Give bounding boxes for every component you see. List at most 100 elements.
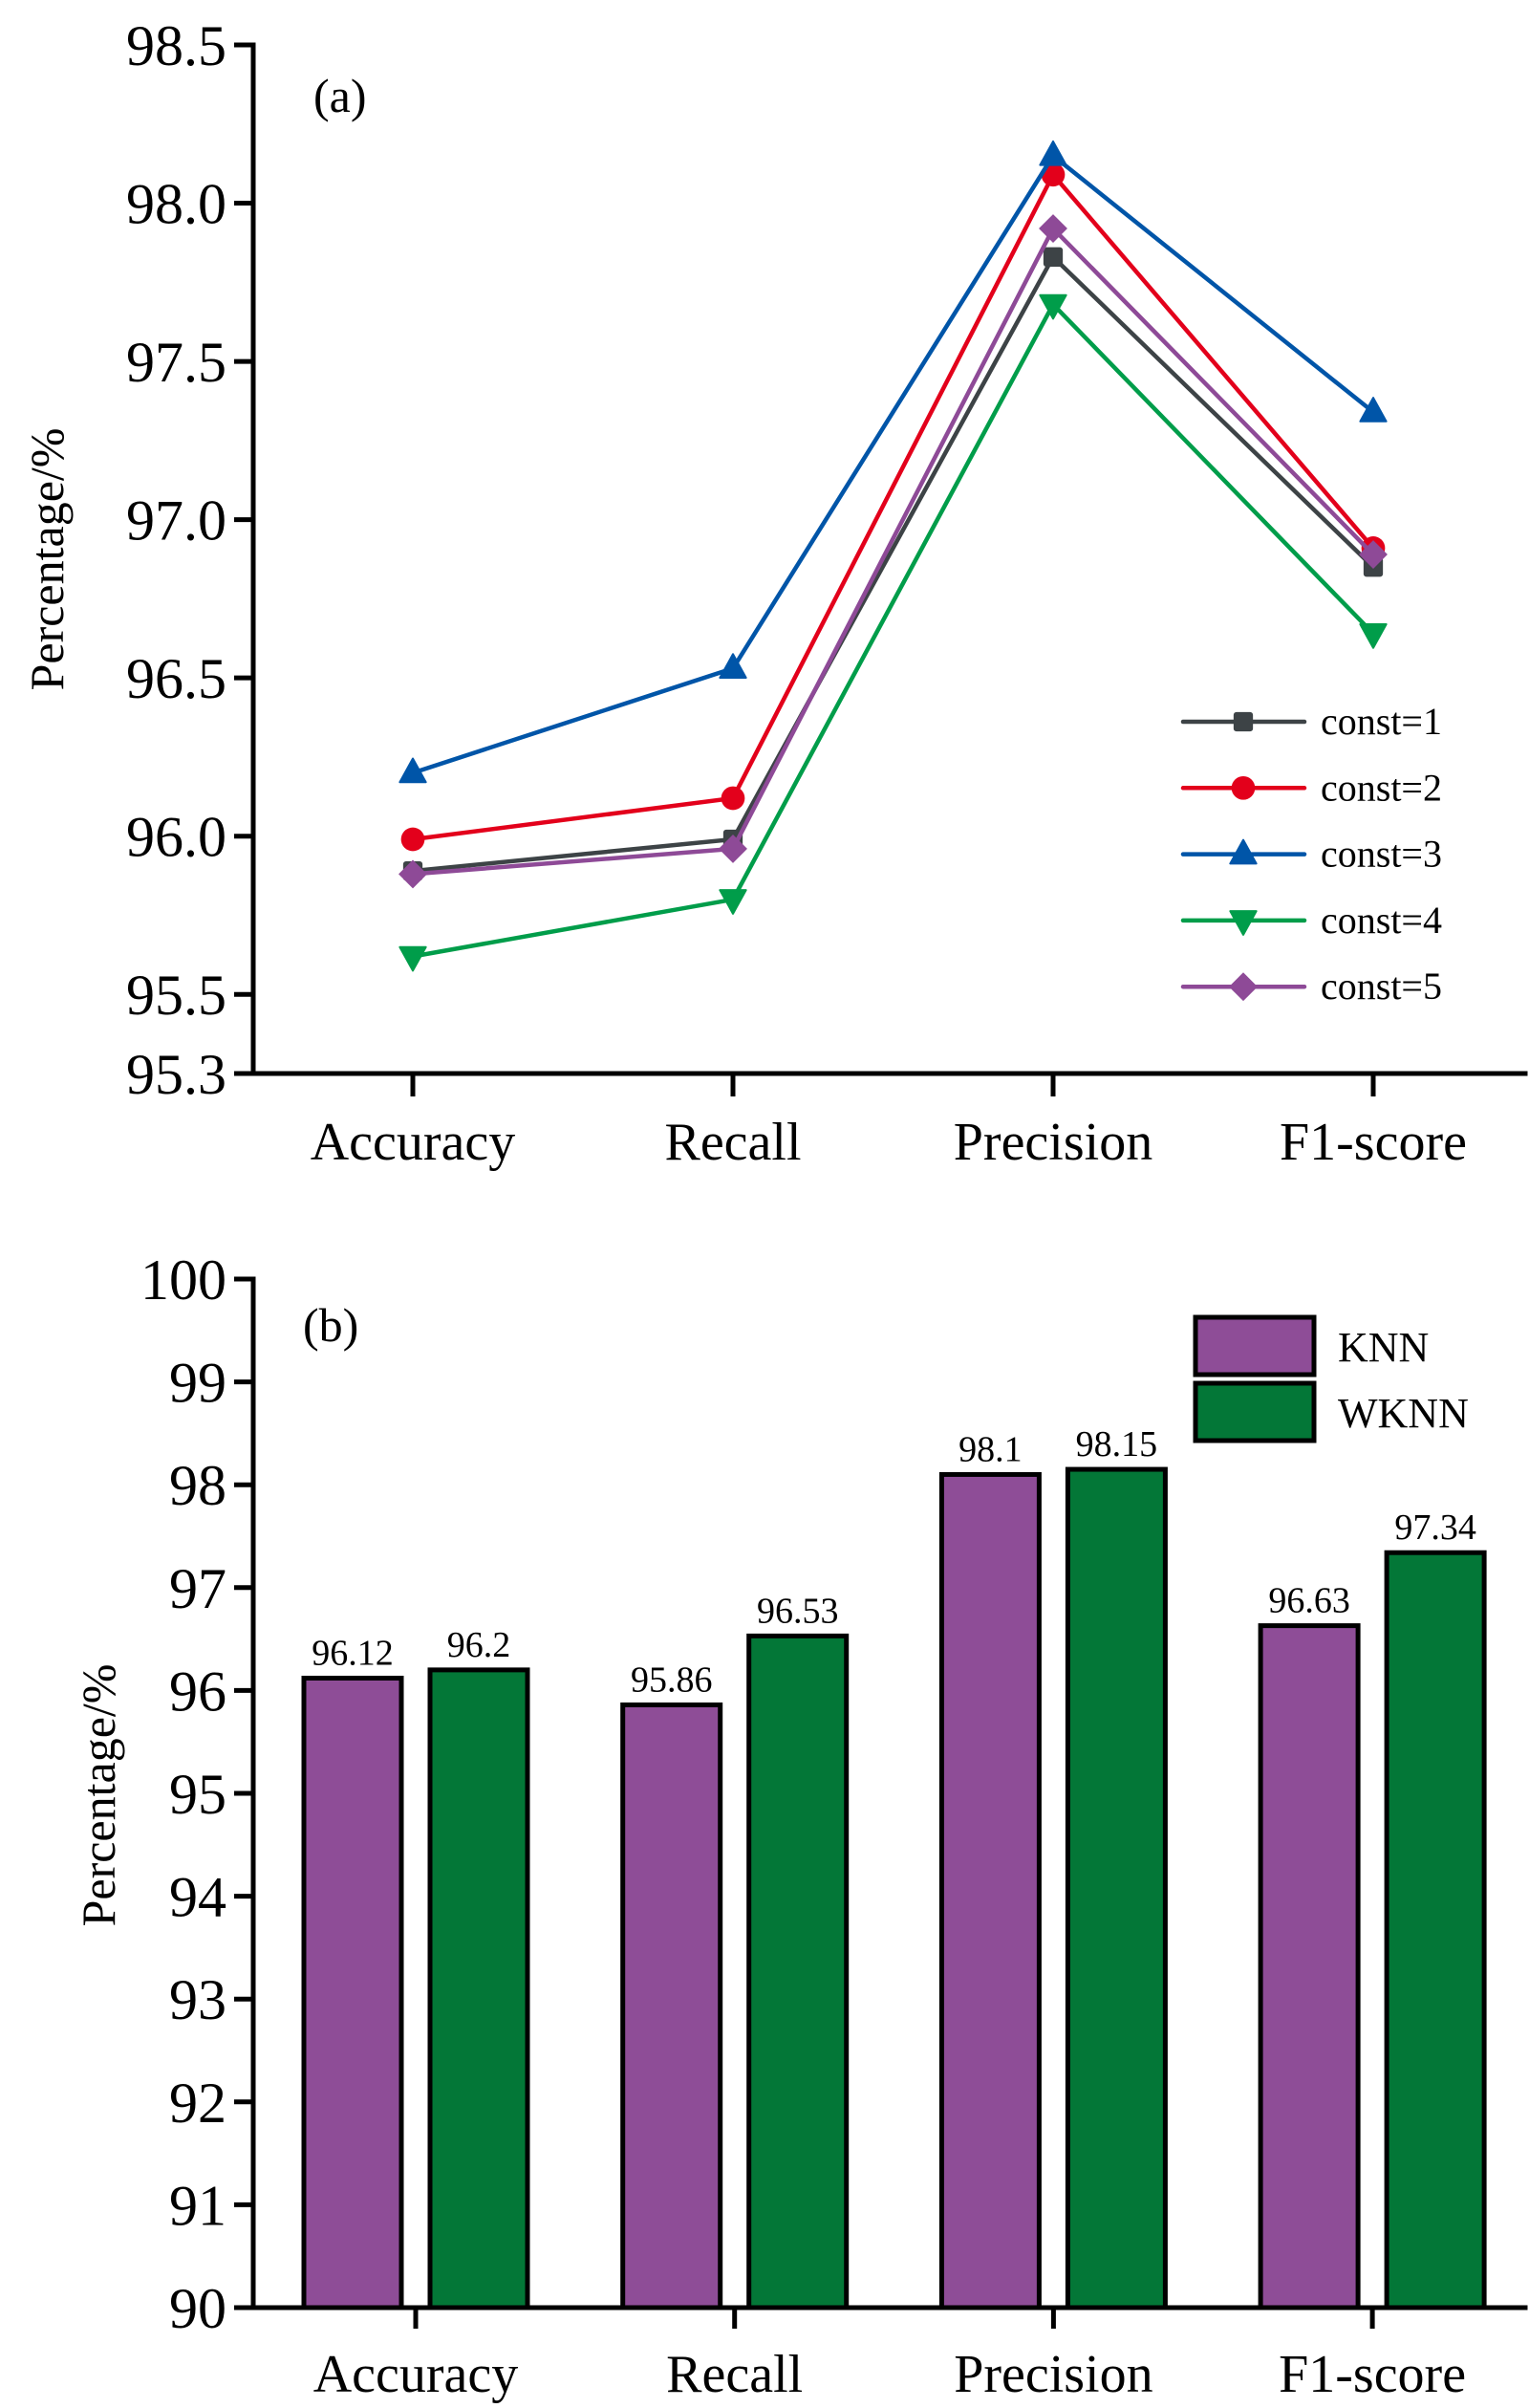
legend-marker-circle — [1231, 775, 1256, 800]
data-point-const-3-recall — [719, 653, 747, 679]
y-tick-label: 96.0 — [126, 806, 226, 869]
panel-a-label: (a) — [313, 69, 367, 122]
data-point-const-3-accuracy — [398, 757, 427, 784]
legend-label: const=2 — [1321, 766, 1442, 809]
panel-b-bars: 96.12 95.86 98.1 96.63 96.2 96.53 98.15 97.34 — [301, 1424, 1487, 2310]
legend-marker-diamond — [1229, 972, 1258, 1002]
bar-value-label: 98.1 — [958, 1429, 1023, 1469]
data-point-const-5-recall — [719, 834, 747, 863]
x-tick-label-accuracy: Accuracy — [313, 2345, 519, 2404]
legend-item-const-5: const=5 — [1180, 965, 1442, 1008]
y-tick-label: 92 — [169, 2072, 226, 2135]
panel-a-line-chart: (a) Percentage/% 98.5 98.0 97.5 97.0 96.5 96.… — [20, 14, 1528, 1172]
y-tick-label: 100 — [140, 1248, 226, 1312]
series-line-const-2 — [412, 172, 1375, 842]
x-tick-label-recall: Recall — [664, 1113, 801, 1172]
y-tick-label: 98 — [169, 1454, 226, 1517]
legend-item-const-4: const=4 — [1180, 899, 1442, 942]
x-tick-label-recall: Recall — [666, 2345, 803, 2404]
series-line-const-3 — [412, 153, 1375, 775]
y-tick-label: 98.0 — [126, 173, 226, 236]
legend-swatch — [1193, 1380, 1317, 1443]
legend-label: const=1 — [1321, 700, 1442, 743]
series-const-5 — [398, 214, 1388, 889]
x-tick-label-precision: Precision — [954, 1113, 1152, 1172]
panel-b-y-ticks: 100 99 98 97 96 95 94 93 92 91 90 — [140, 1248, 253, 2340]
legend-item-const-3: const=3 — [1180, 833, 1442, 876]
series-const-4 — [398, 293, 1388, 972]
data-point-const-1-precision — [1043, 247, 1064, 267]
panel-a-y-ticks: 98.5 98.0 97.5 97.0 96.5 96.0 95.5 95.3 — [126, 14, 253, 1106]
panel-a-y-axis-label: Percentage/% — [20, 428, 74, 691]
data-point-const-5-accuracy — [398, 859, 427, 889]
bar-value-label: 96.12 — [312, 1633, 394, 1673]
bar-value-label: 96.2 — [447, 1625, 511, 1665]
x-tick-label-f1-score: F1-score — [1279, 2345, 1466, 2404]
series-const-3 — [398, 140, 1388, 784]
series-const-2 — [400, 163, 1386, 852]
data-point-const-4-precision — [1039, 293, 1067, 320]
panel-b-x-ticks: Accuracy Recall Precision F1-score — [313, 2308, 1466, 2404]
bar-wknn-f1-score — [1384, 1550, 1487, 2310]
legend-item-const-2: const=2 — [1180, 766, 1442, 809]
y-tick-label: 97.0 — [126, 489, 226, 553]
data-point-const-4-accuracy — [398, 945, 427, 972]
panel-b-bar-chart: (b) Percentage/% 100 99 98 97 96 95 94 93 92 91 90… — [72, 1248, 1528, 2404]
legend-item-const-1: const=1 — [1180, 700, 1442, 743]
y-tick-label: 96 — [169, 1660, 226, 1723]
legend-label: const=3 — [1321, 833, 1442, 876]
x-tick-label-f1-score: F1-score — [1280, 1113, 1467, 1172]
data-point-const-2-accuracy — [400, 827, 425, 852]
bar-value-label: 96.63 — [1268, 1581, 1350, 1621]
legend-label: const=4 — [1321, 899, 1442, 942]
legend-marker-triangle-down — [1229, 910, 1258, 936]
y-tick-label: 97.5 — [126, 331, 226, 394]
y-tick-label: 99 — [169, 1352, 226, 1415]
bar-knn-f1-score — [1258, 1623, 1361, 2310]
y-tick-label: 97 — [169, 1557, 226, 1620]
data-point-const-5-f1-score — [1359, 540, 1388, 569]
data-point-const-4-recall — [719, 889, 747, 915]
x-tick-label-precision: Precision — [954, 2345, 1152, 2404]
legend-marker-square — [1233, 711, 1254, 732]
legend-item-wknn: WKNN — [1193, 1380, 1469, 1443]
legend-label: const=5 — [1321, 965, 1442, 1008]
panel-b-legend: KNN WKNN — [1193, 1314, 1469, 1443]
bar-wknn-precision — [1065, 1466, 1168, 2310]
bar-knn-accuracy — [301, 1675, 404, 2310]
legend-label: WKNN — [1338, 1390, 1469, 1437]
panel-a-series — [398, 140, 1388, 972]
y-tick-label: 91 — [169, 2174, 226, 2237]
x-tick-label-accuracy: Accuracy — [311, 1113, 516, 1172]
bar-value-label: 96.53 — [757, 1591, 839, 1631]
bar-value-label: 98.15 — [1076, 1424, 1158, 1464]
y-tick-label: 95.5 — [126, 964, 226, 1027]
y-tick-label: 90 — [169, 2277, 226, 2340]
y-tick-label: 98.5 — [126, 14, 226, 77]
panel-b-y-axis-label: Percentage/% — [72, 1664, 125, 1927]
data-point-const-5-precision — [1039, 214, 1067, 243]
bar-value-label: 97.34 — [1394, 1508, 1476, 1548]
legend-marker-triangle-up — [1229, 838, 1258, 865]
bar-knn-precision — [938, 1471, 1042, 2310]
y-tick-label: 94 — [169, 1866, 226, 1929]
series-line-const-1 — [412, 254, 1375, 874]
legend-label: KNN — [1338, 1324, 1429, 1371]
y-tick-label: 95.3 — [126, 1043, 226, 1106]
data-point-const-3-f1-score — [1359, 397, 1388, 423]
data-point-const-2-recall — [721, 786, 745, 811]
data-point-const-3-precision — [1039, 140, 1067, 166]
bar-value-label: 95.86 — [631, 1660, 713, 1700]
y-tick-label: 93 — [169, 1968, 226, 2031]
legend-swatch — [1193, 1314, 1317, 1378]
bar-knn-recall — [620, 1702, 723, 2310]
panel-a-x-ticks: Accuracy Recall Precision F1-score — [311, 1074, 1467, 1172]
data-point-const-4-f1-score — [1359, 623, 1388, 649]
panel-a-legend: const=1 const=2 const=3 const=4 const=5 — [1180, 700, 1442, 1008]
series-line-const-5 — [412, 226, 1375, 877]
bar-wknn-recall — [746, 1633, 850, 2310]
y-tick-label: 96.5 — [126, 647, 226, 710]
series-line-const-4 — [412, 302, 1375, 959]
series-knn: 96.12 95.86 98.1 96.63 — [301, 1429, 1361, 2310]
